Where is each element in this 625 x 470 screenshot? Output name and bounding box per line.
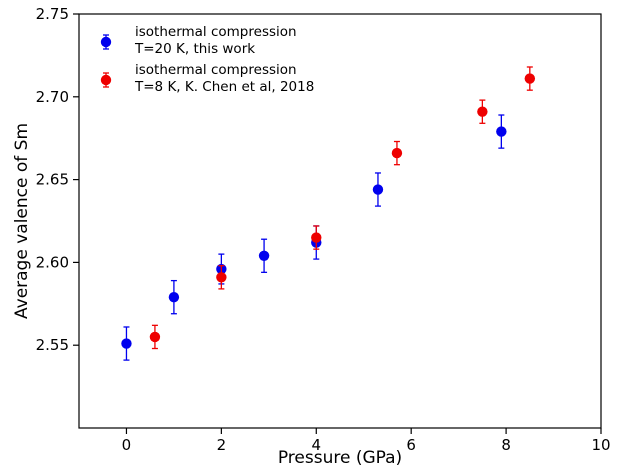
legend: isothermal compression T=20 K, this work… [100,24,314,95]
data-point [524,73,536,84]
data-point [121,338,132,349]
data-point [496,126,507,137]
legend-marker [100,36,112,48]
y-tick-label: 2.75 [36,5,69,23]
axis-ticks: 0 2 4 6 8 10 2.55 2.60 2.65 2.70 2.75 [36,5,611,454]
data-point [391,147,403,159]
data-point [216,272,227,283]
plot-frame [78,13,602,429]
x-tick-label: 0 [122,436,132,454]
x-tick-label: 4 [311,436,321,454]
data-point [258,250,270,261]
legend-label: T=8 K, K. Chen et al, 2018 [134,79,314,95]
y-tick-label: 2.55 [36,336,69,354]
y-tick-label: 2.60 [36,253,69,271]
x-tick-label: 2 [217,436,227,454]
data-point [372,184,384,195]
legend-label: T=20 K, this work [134,41,255,57]
x-tick-label: 6 [406,436,416,454]
x-tick-label: 10 [591,436,610,454]
data-point [477,106,488,117]
y-tick-label: 2.65 [36,171,69,189]
y-tick-label: 2.70 [36,88,69,106]
legend-marker [100,74,112,86]
y-axis-label: Average valence of Sm [12,123,32,319]
data-point [149,331,161,343]
x-axis-label: Pressure (GPa) [278,448,402,468]
data-point [311,232,322,243]
data-point [168,291,180,303]
data-marks [121,66,536,361]
x-tick-label: 8 [501,436,511,454]
legend-label: isothermal compression [135,62,297,78]
legend-label: isothermal compression [135,24,297,40]
